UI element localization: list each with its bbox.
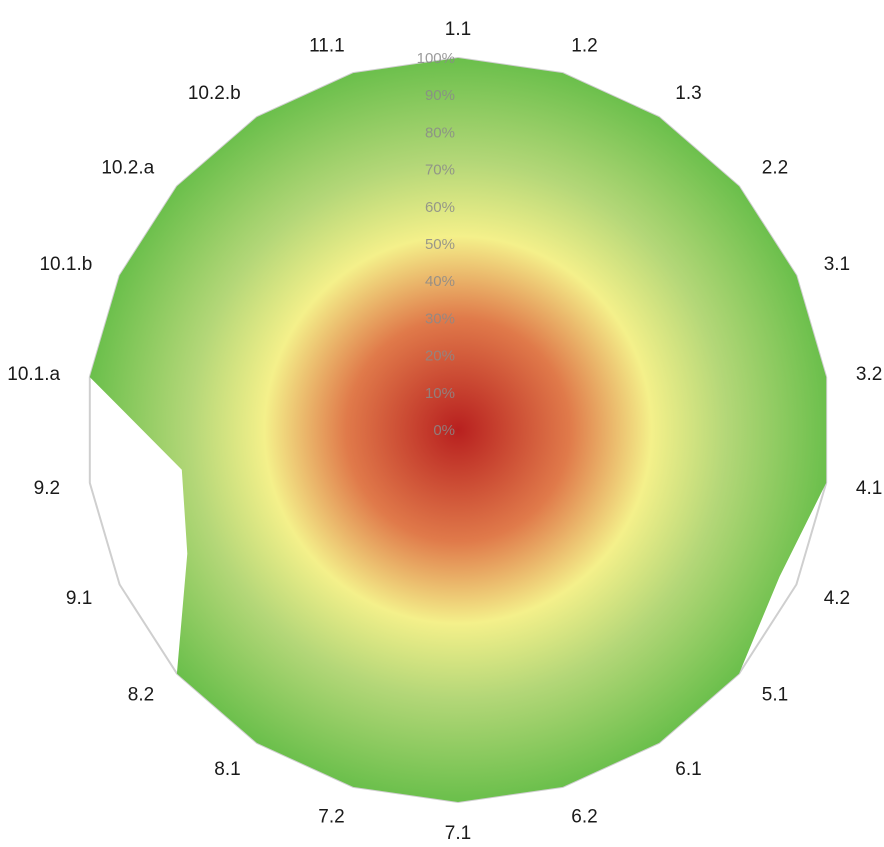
category-label: 2.2 [762, 158, 788, 179]
category-label: 4.2 [824, 588, 850, 609]
category-label: 6.2 [571, 807, 597, 828]
radial-tick-label: 30% [425, 310, 455, 327]
category-label: 11.1 [309, 35, 345, 56]
category-label: 8.2 [128, 684, 154, 705]
category-label: 1.3 [675, 83, 701, 104]
category-label: 9.2 [34, 478, 60, 499]
category-label: 7.2 [318, 807, 344, 828]
category-label: 6.1 [675, 759, 701, 780]
radial-tick-labels: 0% 10% 20% 30% 40% 50% 60% 70% 80% 90% 100% [417, 50, 455, 439]
radial-tick-label: 10% [425, 385, 455, 402]
radial-tick-label: 50% [425, 236, 455, 253]
category-label: 1.2 [571, 35, 597, 56]
radial-tick-label: 20% [425, 348, 455, 365]
radial-tick-label: 40% [425, 273, 455, 290]
category-label: 4.1 [856, 478, 882, 499]
category-labels: 1.1 1.2 1.3 2.2 3.1 3.2 4.1 4.2 5.1 6.1 6.2 7.1 7.2 8… [7, 19, 882, 844]
radial-tick-label: 70% [425, 162, 455, 179]
category-label: 10.1.b [39, 254, 92, 275]
radial-tick-label: 80% [425, 124, 455, 141]
radial-tick-label: 90% [425, 87, 455, 104]
series-area [89, 58, 827, 802]
category-label: 7.1 [445, 823, 471, 844]
category-label: 10.1.a [7, 364, 60, 385]
category-label: 5.1 [762, 684, 788, 705]
category-label: 9.1 [66, 588, 92, 609]
category-label: 1.1 [445, 19, 471, 40]
category-label: 3.2 [856, 364, 882, 385]
radial-tick-label: 60% [425, 199, 455, 216]
category-label: 3.1 [824, 254, 850, 275]
category-label: 10.2.a [101, 158, 154, 179]
category-label: 10.2.b [188, 83, 241, 104]
radial-tick-label: 100% [417, 50, 455, 67]
radial-tick-label: 0% [433, 422, 455, 439]
category-label: 8.1 [214, 759, 240, 780]
